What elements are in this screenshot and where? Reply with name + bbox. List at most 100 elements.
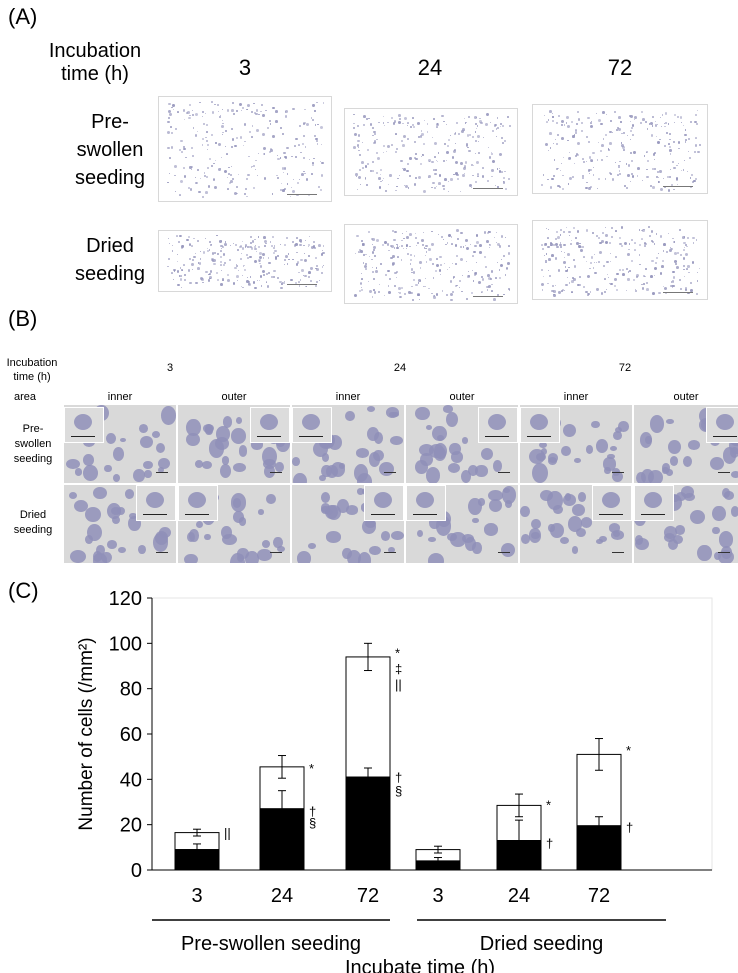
- cell-speck: [570, 239, 573, 241]
- cell-speck: [695, 123, 698, 126]
- cell-speck: [668, 143, 670, 145]
- cell-speck: [171, 244, 174, 247]
- bar-segment-black: [345, 776, 391, 871]
- cell-speck: [564, 266, 567, 268]
- cell-speck: [558, 291, 561, 294]
- cell-speck: [500, 258, 503, 261]
- cell-speck: [604, 133, 607, 137]
- significance-mark: †: [626, 820, 633, 835]
- micrograph-tile: [64, 485, 176, 563]
- cell-speck: [651, 259, 654, 263]
- cell-speck: [406, 162, 410, 166]
- cell-speck: [282, 282, 285, 285]
- cell-speck: [359, 183, 361, 185]
- cell-speck: [686, 268, 689, 270]
- cell-speck: [672, 276, 676, 280]
- cell-speck: [572, 175, 575, 178]
- cell-speck: [601, 144, 605, 148]
- cell-speck: [189, 281, 192, 285]
- cell-speck: [674, 252, 678, 255]
- cell-speck: [609, 171, 612, 174]
- y-tick-label: 40: [120, 769, 142, 791]
- cell-speck: [407, 121, 410, 124]
- panel-a-time-24: 24: [417, 55, 443, 80]
- cell-speck: [415, 244, 417, 246]
- cell-speck: [680, 288, 683, 291]
- y-tick-label: 0: [131, 860, 142, 882]
- cell-speck: [612, 131, 614, 134]
- cell-speck: [375, 171, 378, 174]
- cell-speck: [591, 160, 594, 163]
- cell-speck: [499, 122, 502, 125]
- cell-speck: [255, 109, 259, 112]
- cell-speck: [559, 234, 562, 236]
- cell-speck: [627, 278, 630, 281]
- cell-speck: [574, 129, 578, 132]
- cell-speck: [464, 239, 468, 242]
- cell-speck: [589, 262, 592, 265]
- cell-speck: [635, 274, 639, 278]
- cell-speck: [277, 157, 280, 160]
- cell-speck: [625, 163, 627, 165]
- cell-speck: [356, 124, 359, 127]
- cell-speck: [193, 237, 195, 240]
- cell-speck: [683, 268, 685, 271]
- cell-speck: [646, 175, 649, 179]
- cell-speck: [590, 256, 594, 259]
- cell-speck: [381, 244, 384, 247]
- cell-body: [596, 538, 603, 544]
- cell-body: [644, 435, 652, 444]
- cell-body: [502, 487, 511, 494]
- cell-speck: [263, 176, 267, 180]
- cell-speck: [654, 124, 658, 127]
- cell-speck: [687, 137, 691, 140]
- cell-speck: [411, 271, 413, 274]
- cell-speck: [467, 275, 470, 278]
- cell-speck: [667, 188, 671, 192]
- significance-mark: ||: [224, 826, 231, 841]
- cell-speck: [250, 165, 253, 168]
- cell-speck: [175, 127, 178, 130]
- cell-body: [292, 457, 300, 466]
- micrograph-tile: [178, 485, 290, 563]
- cell-speck: [631, 160, 633, 163]
- cell-speck: [361, 243, 365, 246]
- cell-speck: [629, 129, 633, 133]
- cell-speck: [639, 264, 641, 266]
- cell-body: [697, 544, 712, 562]
- cell-body: [362, 519, 376, 535]
- cell-speck: [249, 255, 252, 259]
- cell-speck: [555, 237, 558, 241]
- cell-speck: [491, 129, 494, 132]
- cell-body: [420, 452, 433, 467]
- micrograph-tile: [178, 405, 290, 483]
- cell-speck: [249, 131, 251, 133]
- cell-speck: [466, 145, 469, 147]
- cell-speck: [505, 268, 509, 271]
- cell-speck: [650, 185, 653, 188]
- cell-body: [426, 424, 433, 431]
- cell-speck: [659, 272, 663, 275]
- y-tick-label: 20: [120, 815, 142, 837]
- cell-speck: [239, 102, 243, 106]
- cell-speck: [496, 261, 498, 264]
- cell-speck: [684, 275, 686, 278]
- cell-body: [337, 498, 350, 513]
- cell-body: [116, 506, 126, 516]
- cell-speck: [557, 167, 559, 170]
- cell-speck: [397, 291, 400, 294]
- cell-speck: [223, 242, 227, 246]
- cell-speck: [646, 128, 648, 130]
- cell-speck: [596, 288, 599, 291]
- cell-body: [205, 426, 213, 436]
- cell-speck: [684, 141, 686, 143]
- cell-speck: [625, 186, 628, 189]
- cell-speck: [596, 159, 599, 161]
- cell-speck: [213, 177, 216, 180]
- x-tick-label: 3: [191, 885, 202, 907]
- cell-speck: [504, 237, 506, 239]
- x-axis-label: Incubate time (h): [345, 957, 495, 973]
- cell-speck: [167, 147, 170, 150]
- cell-speck: [321, 161, 324, 165]
- cell-speck: [633, 118, 636, 121]
